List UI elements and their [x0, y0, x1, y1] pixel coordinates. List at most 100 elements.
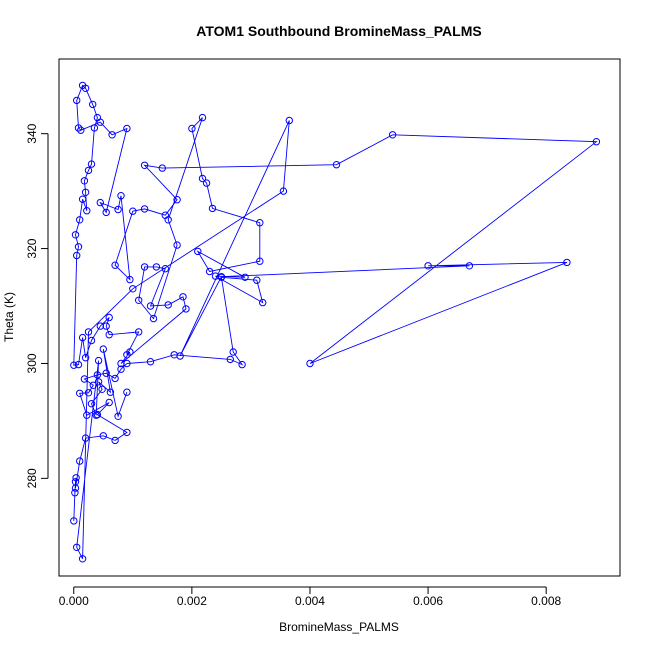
- data-point: [563, 258, 571, 267]
- data-point: [99, 432, 108, 440]
- data-point: [80, 375, 89, 383]
- x-tick-label: 0.000: [59, 594, 89, 608]
- data-point: [140, 161, 149, 170]
- data-point: [149, 314, 158, 323]
- data-point: [76, 457, 84, 465]
- series-line: [73, 84, 598, 560]
- x-tick-label: 0.002: [177, 594, 207, 608]
- data-point: [256, 257, 264, 265]
- data-point: [92, 411, 100, 419]
- data-point: [117, 359, 125, 368]
- data-point: [96, 322, 105, 330]
- data-point: [140, 205, 149, 213]
- data-point: [114, 205, 122, 214]
- data-point: [123, 428, 131, 437]
- data-point: [105, 398, 113, 407]
- y-axis-label: Theta (K): [2, 292, 16, 342]
- data-point: [161, 211, 170, 219]
- data-point: [123, 124, 131, 133]
- data-point: [285, 116, 293, 125]
- data-point: [123, 351, 131, 359]
- data-point: [83, 411, 91, 419]
- data-point: [126, 275, 134, 284]
- chart-title: ATOM1 Southbound BromineMass_PALMS: [196, 23, 481, 39]
- data-point: [78, 333, 87, 342]
- data-point: [84, 166, 93, 175]
- data-point: [198, 174, 207, 183]
- data-point: [146, 302, 155, 310]
- data-point: [71, 489, 79, 497]
- data-point: [592, 138, 601, 146]
- x-tick-label: 0.006: [413, 594, 443, 608]
- data-point: [146, 358, 155, 366]
- data-point: [80, 177, 89, 185]
- data-point: [140, 263, 149, 271]
- data-point: [129, 285, 137, 293]
- data-point: [70, 517, 78, 525]
- data-point: [93, 371, 102, 379]
- data-point: [173, 196, 181, 204]
- data-point: [114, 412, 122, 420]
- data-point: [73, 543, 81, 551]
- data-point: [194, 247, 202, 256]
- data-point: [111, 261, 119, 269]
- data-point: [96, 118, 105, 126]
- data-point: [108, 131, 116, 139]
- data-point: [123, 388, 131, 396]
- data-point: [81, 434, 90, 442]
- data-point: [135, 296, 143, 304]
- data-point: [76, 389, 84, 397]
- data-point: [173, 241, 181, 249]
- data-point: [161, 265, 170, 273]
- data-point: [229, 348, 237, 356]
- data-point: [117, 192, 125, 200]
- data-point: [87, 400, 96, 408]
- data-point: [98, 385, 106, 393]
- data-point: [74, 360, 83, 369]
- series-layer: [70, 81, 601, 563]
- data-point: [424, 262, 432, 270]
- data-point: [76, 216, 84, 224]
- y-axis: 280 300 320 340: [25, 123, 49, 488]
- data-point: [83, 207, 91, 215]
- data-point: [81, 188, 90, 197]
- data-point: [256, 219, 264, 227]
- data-point: [226, 355, 235, 364]
- data-point: [96, 198, 105, 207]
- data-point: [102, 208, 110, 217]
- data-point: [388, 131, 397, 139]
- data-point: [105, 313, 113, 322]
- x-tick-label: 0.008: [531, 594, 561, 608]
- data-point: [208, 204, 217, 213]
- data-point: [81, 354, 90, 362]
- data-point: [71, 484, 80, 492]
- data-point: [106, 388, 115, 396]
- data-point: [158, 164, 167, 172]
- data-point: [205, 267, 214, 276]
- data-point: [176, 352, 184, 360]
- data-point: [117, 365, 125, 373]
- data-point: [94, 378, 103, 386]
- data-point: [89, 100, 97, 109]
- data-point: [78, 555, 87, 563]
- data-point: [71, 231, 80, 239]
- data-point: [73, 251, 81, 260]
- data-point: [87, 336, 96, 345]
- x-axis: 0.000 0.002 0.004 0.006 0.008: [59, 586, 562, 608]
- data-point: [238, 360, 246, 369]
- data-point: [78, 81, 87, 90]
- data-point: [279, 187, 288, 195]
- data-point: [152, 263, 161, 271]
- data-point: [129, 207, 137, 215]
- data-point: [89, 381, 98, 389]
- data-point: [70, 361, 78, 369]
- data-point: [72, 474, 80, 482]
- y-tick-label: 280: [25, 468, 39, 488]
- data-point: [164, 301, 172, 309]
- plot-frame: [58, 58, 621, 577]
- data-point: [179, 293, 187, 301]
- data-point: [84, 328, 93, 336]
- data-point: [306, 359, 314, 368]
- y-tick-label: 340: [25, 123, 39, 143]
